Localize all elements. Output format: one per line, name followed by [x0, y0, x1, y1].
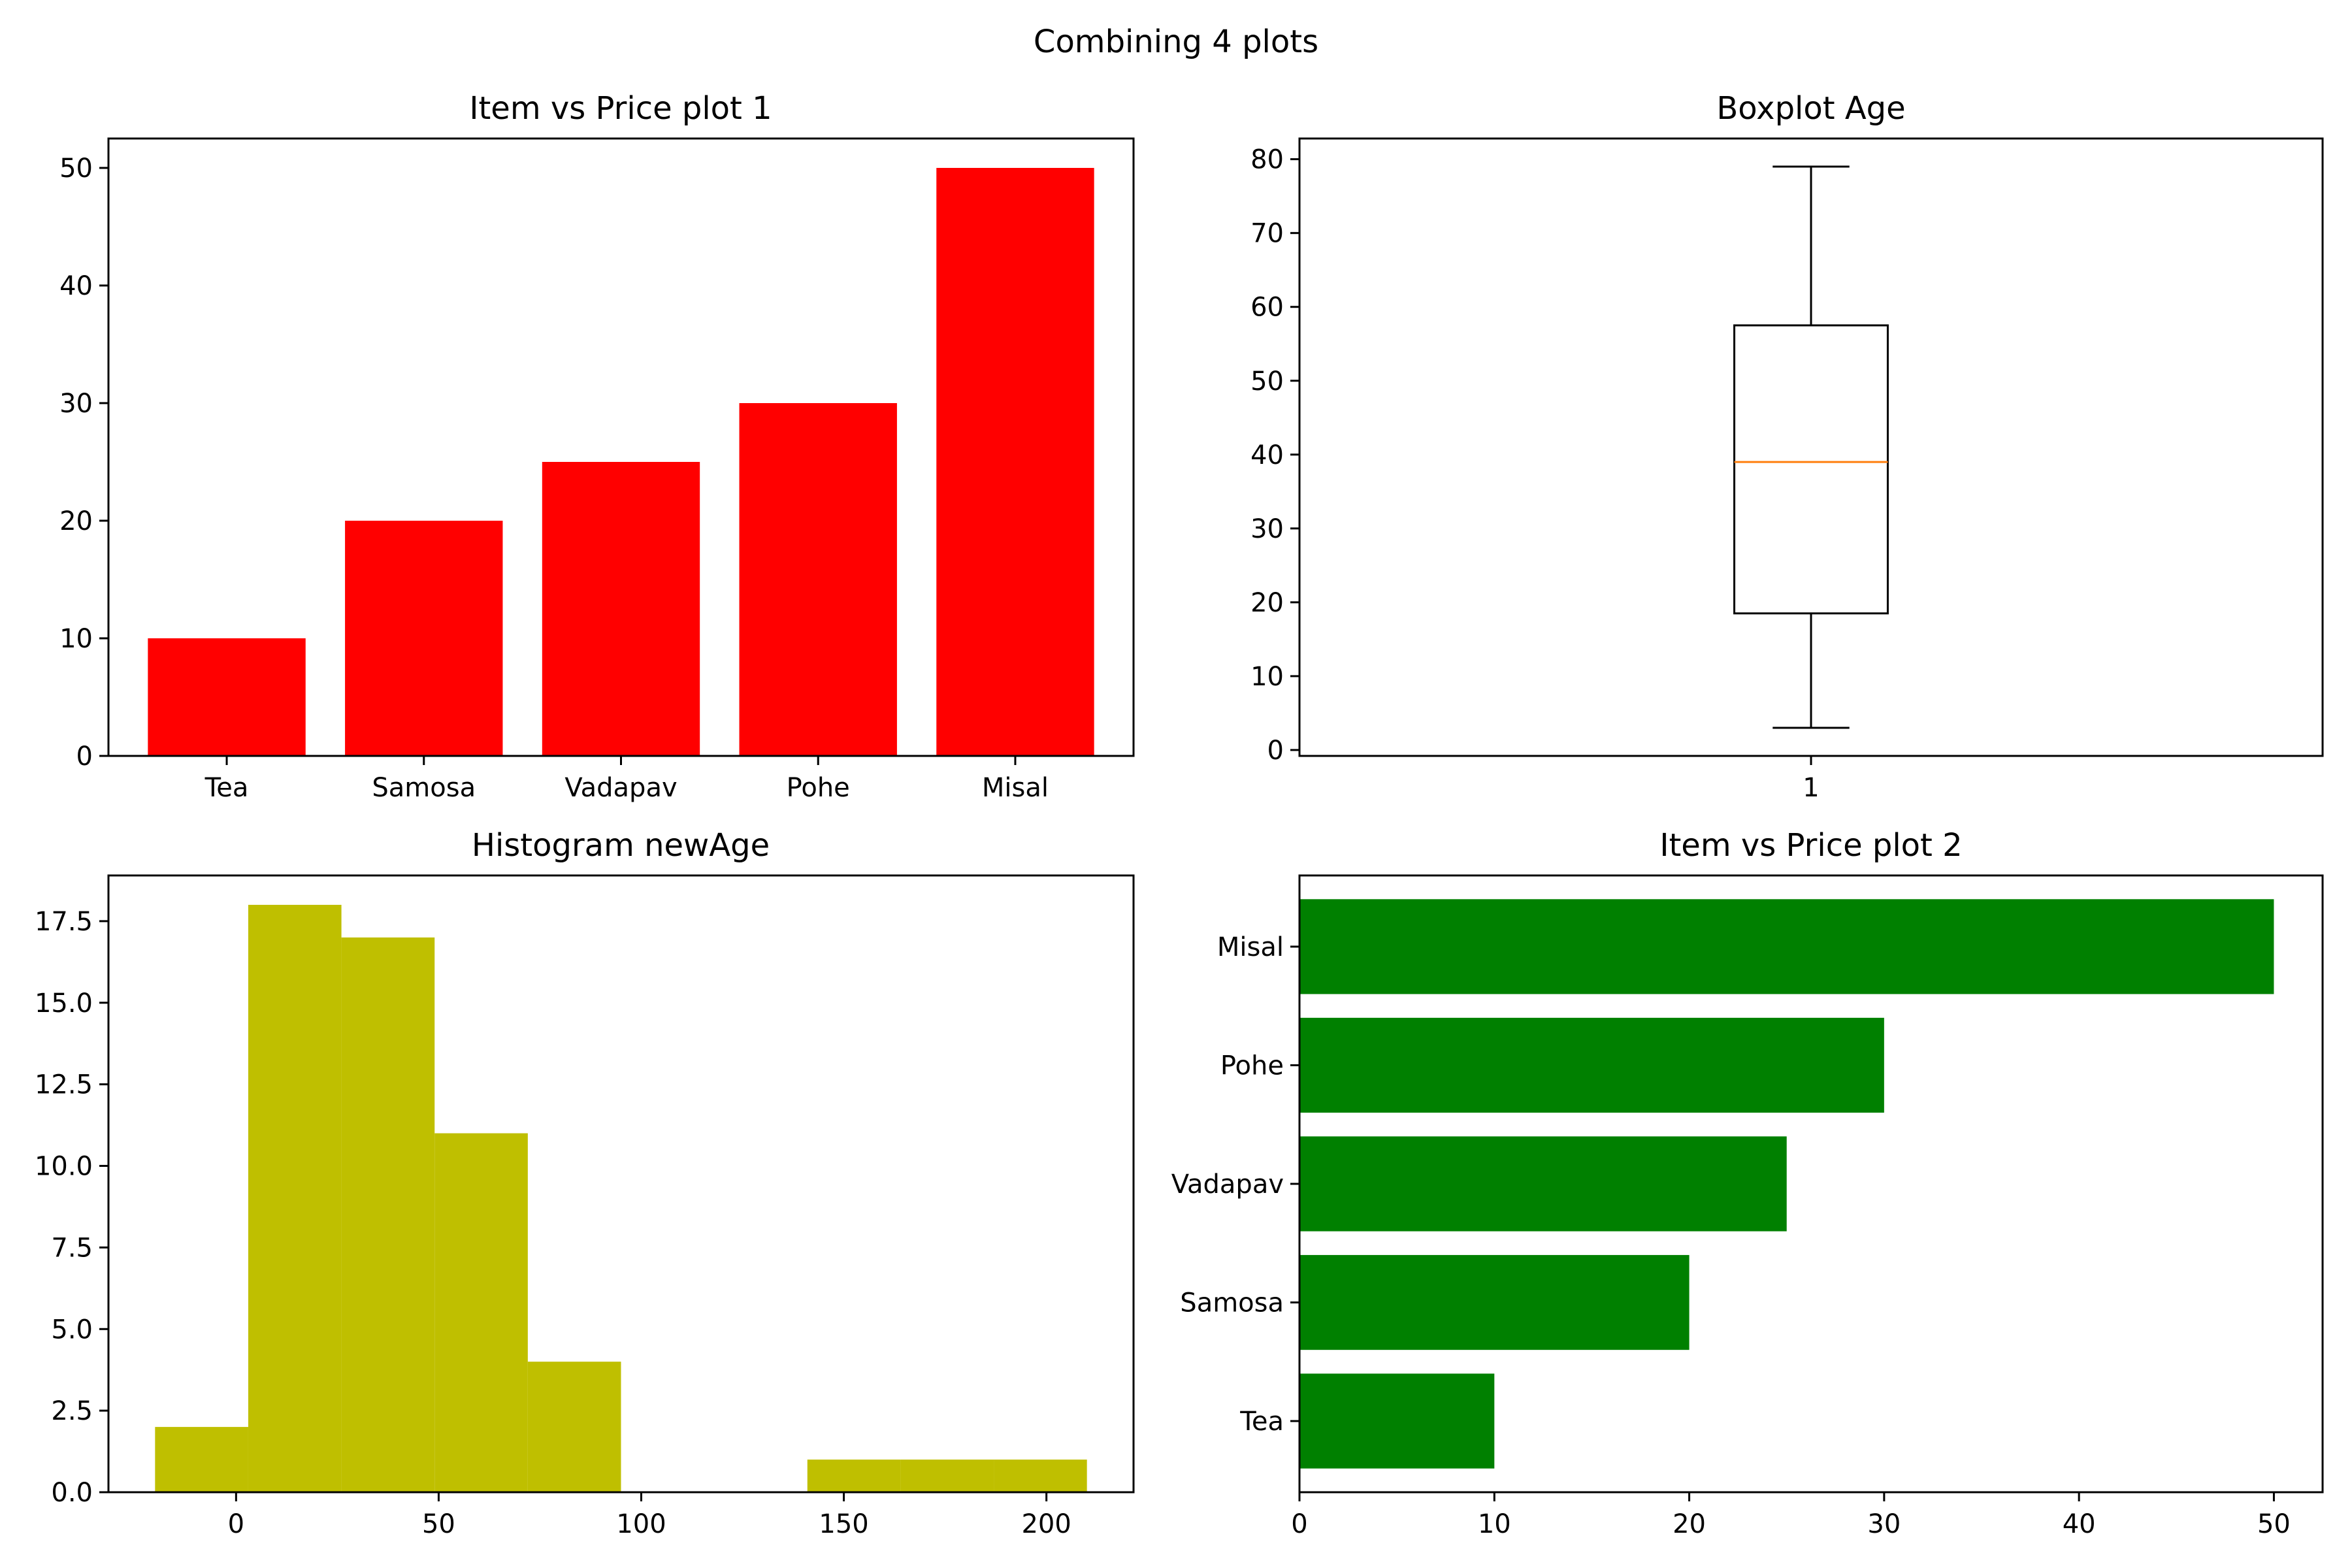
x-tick-label: 10 — [1478, 1509, 1511, 1539]
box — [1733, 324, 1889, 615]
histogram-bar — [248, 904, 342, 1492]
axes-frame — [107, 874, 1135, 1494]
y-tick-label: Misal — [1217, 932, 1284, 962]
panel-title: Item vs Price plot 1 — [469, 90, 772, 127]
bar — [1299, 1136, 1787, 1232]
y-tick-label: 0 — [76, 742, 93, 772]
y-tick-label: 0.0 — [51, 1478, 93, 1508]
y-tick-label: 20 — [59, 506, 93, 536]
x-tick-label: 20 — [1673, 1509, 1706, 1539]
x-tick-label: Pohe — [787, 773, 850, 803]
bar — [1299, 1373, 1495, 1469]
x-tick-label: Samosa — [372, 773, 476, 803]
y-tick-label: 0 — [1267, 736, 1284, 766]
x-tick-label: 50 — [422, 1509, 455, 1539]
histogram-bar — [434, 1133, 528, 1492]
x-tick-label: 100 — [616, 1509, 666, 1539]
x-tick-label: 200 — [1021, 1509, 1071, 1539]
y-tick-label: 70 — [1250, 219, 1284, 249]
histogram-bar — [900, 1460, 994, 1492]
x-tick-label: 30 — [1867, 1509, 1901, 1539]
panel-title: Item vs Price plot 2 — [1659, 827, 1962, 864]
x-tick-label: 40 — [2063, 1509, 2096, 1539]
y-tick-label: 17.5 — [35, 907, 93, 937]
histogram-bar — [341, 937, 435, 1492]
y-tick-label: 30 — [1250, 514, 1284, 544]
y-tick-label: 5.0 — [51, 1315, 93, 1345]
x-tick-label: 0 — [228, 1509, 244, 1539]
y-tick-label: 40 — [1250, 440, 1284, 470]
bar — [148, 638, 306, 756]
plot-area: 0 10 20 30 40 50 60 70 80 1 — [1250, 137, 2324, 803]
y-tick-label: 80 — [1250, 145, 1284, 175]
bar — [1299, 899, 2274, 994]
y-tick-label: 2.5 — [51, 1396, 93, 1426]
figure-suptitle: Combining 4 plots — [1034, 24, 1318, 60]
y-tick-label: 10 — [59, 624, 93, 654]
y-tick-label: 60 — [1250, 293, 1284, 323]
y-tick-label: 15.0 — [35, 988, 93, 1019]
bar — [1299, 1017, 1884, 1113]
y-tick-label: 40 — [59, 271, 93, 301]
plot-area: Tea Samosa Vadapav Pohe Misal 0 10 20 30 40 50 — [1171, 874, 2324, 1539]
histogram-bar — [155, 1427, 248, 1492]
y-tick-label: Samosa — [1180, 1288, 1284, 1318]
panel-title: Boxplot Age — [1716, 90, 1905, 127]
y-tick-label: 50 — [59, 154, 93, 184]
y-tick-label: 10.0 — [35, 1152, 93, 1182]
y-tick-label: 12.5 — [35, 1070, 93, 1100]
panel-boxplot-age: Boxplot Age 0 10 20 30 40 50 60 70 80 1 — [1250, 90, 2324, 803]
y-tick-label: 30 — [59, 389, 93, 419]
panel-item-vs-price-2: Item vs Price plot 2 Tea Samosa Vadapav Poh… — [1171, 827, 2324, 1539]
bar — [936, 168, 1094, 756]
panel-histogram-newage: Histogram newAge 0.0 2.5 5.0 7.5 10.0 12.5 15.… — [35, 827, 1135, 1539]
y-tick-label: 20 — [1250, 588, 1284, 618]
y-tick-label: Tea — [1239, 1407, 1284, 1437]
panel-title: Histogram newAge — [472, 827, 770, 864]
y-tick-label: Pohe — [1220, 1051, 1284, 1081]
bar — [542, 462, 700, 756]
x-tick-label: Vadapav — [564, 773, 677, 803]
x-tick-label: 50 — [2257, 1509, 2291, 1539]
y-tick-label: Vadapav — [1171, 1169, 1284, 1200]
bar — [345, 521, 503, 756]
histogram-bar — [994, 1460, 1087, 1492]
x-tick-label: Misal — [982, 773, 1049, 803]
y-tick-label: 7.5 — [51, 1233, 93, 1263]
x-tick-label: 150 — [819, 1509, 868, 1539]
x-tick-label: 0 — [1291, 1509, 1307, 1539]
histogram-bar — [807, 1460, 901, 1492]
y-tick-label: 50 — [1250, 367, 1284, 397]
bar — [1299, 1254, 1690, 1350]
x-tick-label: 1 — [1803, 773, 1819, 803]
histogram-bar — [527, 1362, 621, 1492]
x-tick-label: Tea — [204, 773, 249, 803]
panel-item-vs-price-1: Item vs Price plot 1 0 10 20 30 40 50 Tea Samos… — [59, 90, 1135, 803]
plot-area: 0 10 20 30 40 50 Tea Samosa Vadapav Pohe Misal — [59, 137, 1135, 803]
bar — [739, 403, 897, 756]
y-tick-label: 10 — [1250, 662, 1284, 692]
plot-area: 0.0 2.5 5.0 7.5 10.0 12.5 15.0 17.5 0 50 100 150 200 — [35, 874, 1135, 1539]
